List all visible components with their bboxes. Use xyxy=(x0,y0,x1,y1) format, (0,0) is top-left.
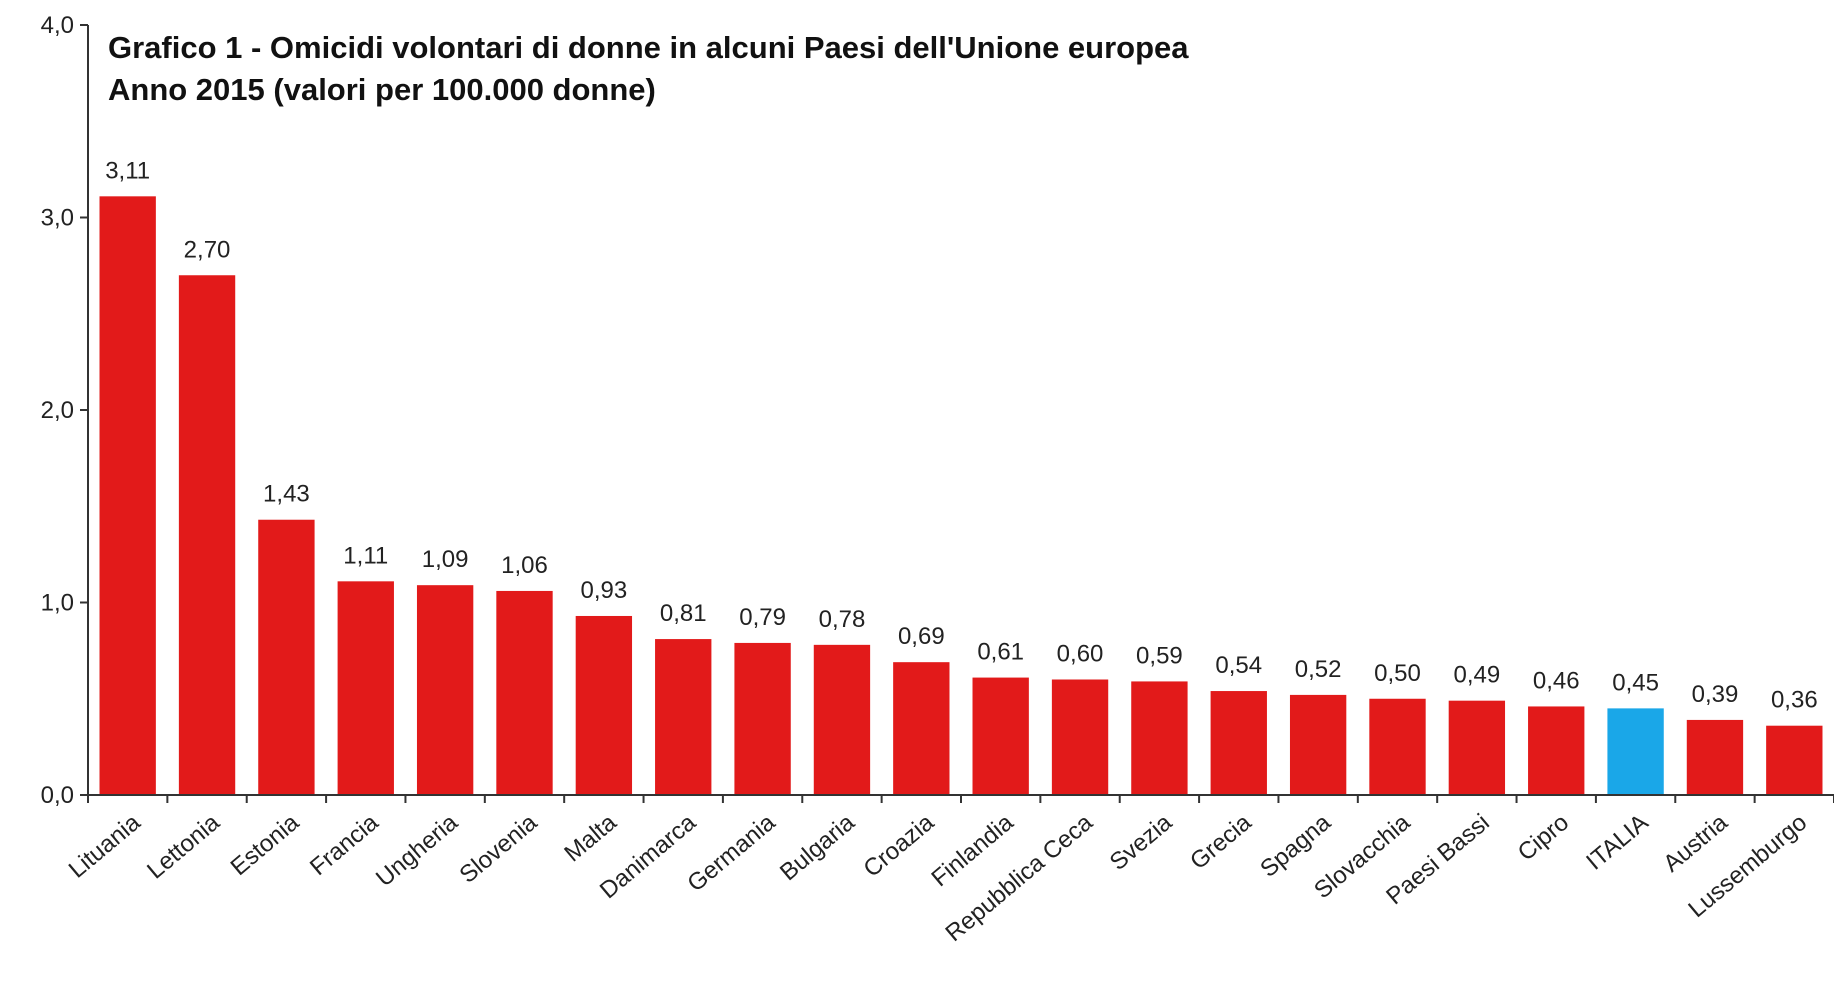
bar-francia xyxy=(337,581,394,795)
data-label: 1,43 xyxy=(263,481,310,508)
chart-title: Grafico 1 - Omicidi volontari di donne i… xyxy=(108,30,1189,65)
bar-croazia xyxy=(893,662,950,795)
data-label: 0,60 xyxy=(1057,641,1104,668)
data-label: 0,54 xyxy=(1215,652,1262,679)
data-label: 0,50 xyxy=(1374,660,1421,687)
y-tick-label: 3,0 xyxy=(41,205,74,232)
data-label: 0,69 xyxy=(898,623,945,650)
data-label: 0,59 xyxy=(1136,642,1183,669)
data-label: 0,45 xyxy=(1612,669,1659,696)
bar-paesi-bassi xyxy=(1448,700,1506,795)
data-label: 0,81 xyxy=(660,600,707,627)
data-label: 0,39 xyxy=(1692,681,1739,708)
bar-austria xyxy=(1686,719,1744,795)
x-category-label: Austria xyxy=(1658,808,1733,877)
bar-svezia xyxy=(1131,681,1188,795)
bar-lituania xyxy=(99,196,156,795)
x-category-label: Svezia xyxy=(1105,809,1178,876)
x-category-label: Grecia xyxy=(1185,808,1257,875)
bar-estonia xyxy=(258,519,315,795)
y-tick-label: 2,0 xyxy=(41,397,74,424)
data-label: 0,36 xyxy=(1771,687,1818,714)
data-label: 1,11 xyxy=(343,542,388,569)
data-label: 1,06 xyxy=(501,552,548,579)
y-axis: 0,0 1,0 2,0 3,0 4,0 xyxy=(41,12,89,809)
bar-bulgaria xyxy=(813,644,871,795)
bar-malta xyxy=(575,615,633,795)
x-category-label: Germania xyxy=(682,808,781,897)
bar-lussemburgo xyxy=(1766,725,1823,795)
bar-slovacchia xyxy=(1369,698,1426,795)
chart-subtitle: Anno 2015 (valori per 100.000 donne) xyxy=(108,72,656,107)
bar-ungheria xyxy=(416,585,474,795)
data-label: 0,79 xyxy=(739,604,786,631)
bar-slovenia xyxy=(496,590,553,795)
bar-lettonia xyxy=(178,275,236,795)
bar-cipro xyxy=(1528,706,1585,795)
x-category-label: Lettonia xyxy=(142,808,225,884)
bar-grecia xyxy=(1210,691,1267,795)
data-label: 1,09 xyxy=(422,546,469,573)
x-category-label: Malta xyxy=(559,808,622,867)
data-label: 0,52 xyxy=(1295,656,1342,683)
bar-spagna xyxy=(1289,694,1347,795)
y-tick-label: 1,0 xyxy=(41,590,74,617)
data-label: 0,49 xyxy=(1454,662,1501,689)
bar-danimarca xyxy=(655,639,712,795)
y-tick-label: 4,0 xyxy=(41,12,74,39)
data-label: 0,46 xyxy=(1533,667,1580,694)
x-category-label: Bulgaria xyxy=(775,808,860,886)
data-label: 2,70 xyxy=(184,236,231,263)
x-category-label: Ungheria xyxy=(371,809,463,893)
data-label: 0,61 xyxy=(977,639,1024,666)
bar-italia xyxy=(1607,708,1664,795)
data-label: 0,93 xyxy=(581,577,628,604)
bar-germania xyxy=(734,642,791,795)
x-category-label: Estonia xyxy=(226,809,305,882)
bars: 3,11 2,70 1,43 1,11 1,09 1,06 0,93 0,81 0,79 0,78… xyxy=(99,157,1823,795)
y-tick-label: 0,0 xyxy=(41,782,74,809)
bar-finlandia xyxy=(972,677,1029,795)
x-category-label: Cipro xyxy=(1513,809,1574,867)
x-category-label: Repubblica Ceca xyxy=(941,808,1099,947)
x-category-label: Slovenia xyxy=(454,808,542,888)
x-category-label: Lituania xyxy=(64,808,146,883)
x-category-label: ITALIA xyxy=(1581,809,1653,876)
bar-repubblica-ceca xyxy=(1051,679,1109,795)
data-label: 0,78 xyxy=(819,606,866,633)
data-label: 3,11 xyxy=(105,157,150,184)
